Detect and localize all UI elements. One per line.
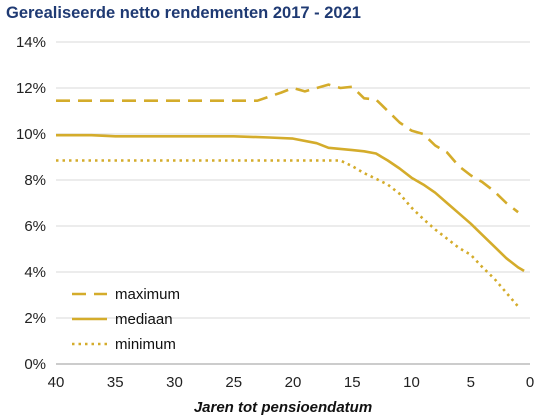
legend-label: maximum <box>115 286 180 303</box>
y-axis-tick-labels: 0% 2% 4% 6% 8% 10% 12% 14% <box>16 34 46 373</box>
x-tick-label: 10 <box>403 374 420 391</box>
y-tick-label: 2% <box>24 310 46 327</box>
x-axis-title: Jaren tot pensioendatum <box>194 399 372 416</box>
x-tick-label: 30 <box>166 374 183 391</box>
x-tick-label: 20 <box>285 374 302 391</box>
chart-title: Gerealiseerde netto rendementen 2017 - 2… <box>6 4 361 22</box>
series-lines <box>56 83 525 308</box>
series-line-minimum <box>56 159 520 308</box>
series-line-mediaan <box>56 133 525 273</box>
x-tick-label: 40 <box>48 374 65 391</box>
y-tick-label: 6% <box>24 218 46 235</box>
series-line-maximum <box>56 83 519 214</box>
legend: maximum mediaan minimum <box>72 286 180 353</box>
grid-lines <box>56 41 530 365</box>
y-tick-label: 4% <box>24 264 46 281</box>
x-tick-label: 5 <box>467 374 475 391</box>
x-axis-tick-labels: 40 35 30 25 20 15 10 5 0 <box>48 374 535 391</box>
x-tick-label: 35 <box>107 374 124 391</box>
y-tick-label: 8% <box>24 172 46 189</box>
x-tick-label: 15 <box>344 374 361 391</box>
y-tick-label: 14% <box>16 34 46 51</box>
y-tick-label: 0% <box>24 356 46 373</box>
legend-label: minimum <box>115 336 176 353</box>
y-tick-label: 12% <box>16 80 46 97</box>
x-tick-label: 25 <box>225 374 242 391</box>
legend-label: mediaan <box>115 311 173 328</box>
x-tick-label: 0 <box>526 374 534 391</box>
y-tick-label: 10% <box>16 126 46 143</box>
